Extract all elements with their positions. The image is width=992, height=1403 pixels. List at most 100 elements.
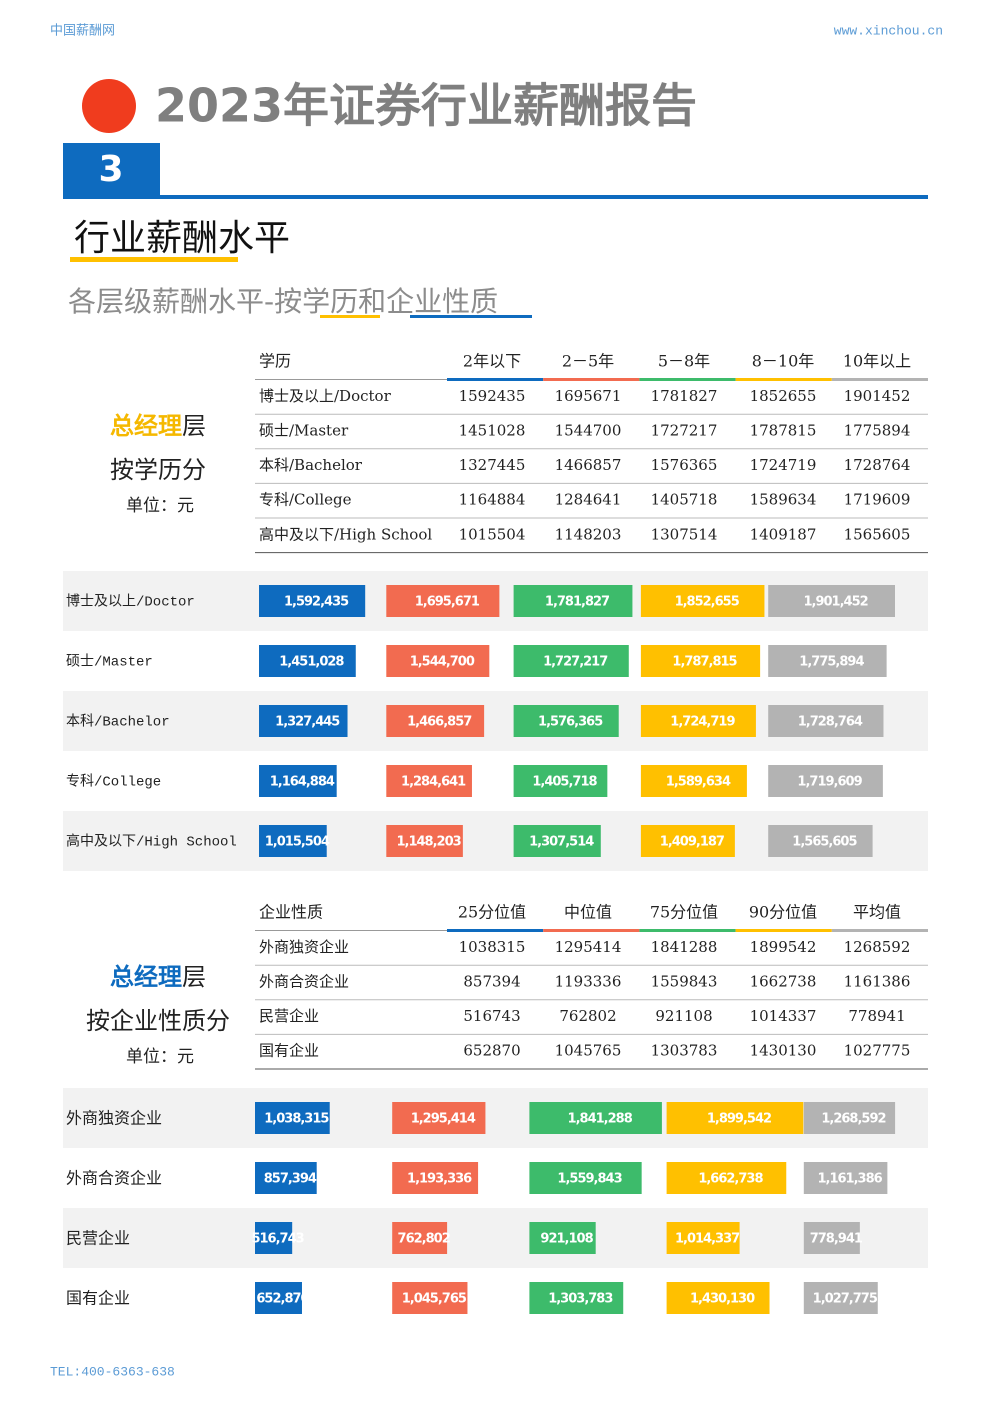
chart-category: 高中及以下/High School: [66, 833, 237, 851]
chart-category: 本科/Bachelor: [66, 714, 170, 731]
cell: 1295414: [555, 938, 622, 956]
block-label: 总经理层: [110, 963, 206, 991]
bar-label: 1,307,514: [529, 835, 594, 850]
bar-label: 1,576,365: [538, 715, 603, 730]
bar: [529, 1102, 662, 1134]
cell: 1466857: [555, 456, 622, 474]
bar: [640, 705, 756, 737]
cell: 1015504: [459, 525, 526, 543]
bar-label: 1,409,187: [660, 835, 725, 850]
bar: [513, 645, 629, 677]
bar: [640, 765, 747, 797]
bar: [529, 1162, 642, 1194]
cell: 1852655: [750, 387, 817, 405]
section-number: 3: [98, 149, 123, 190]
bar: [768, 765, 883, 797]
cell: 1409187: [750, 525, 817, 543]
cell: 1164884: [459, 491, 526, 509]
bar-label: 1,727,217: [543, 655, 608, 670]
bar-label: 1,728,764: [798, 715, 863, 730]
bar-label: 1,164,884: [270, 775, 335, 790]
bar: [666, 1102, 804, 1134]
chart-category: 国有企业: [66, 1289, 130, 1308]
bar: [255, 1222, 293, 1254]
bar-label: 1,284,641: [401, 775, 466, 790]
bar: [259, 705, 348, 737]
bar-label: 1,719,609: [797, 775, 862, 790]
bar: [392, 1282, 468, 1314]
bar-label: 1,565,605: [792, 835, 857, 850]
cell: 1193336: [555, 973, 622, 991]
label-highlight: 总经理: [110, 963, 182, 991]
cell: 652870: [463, 1042, 520, 1060]
page-title: 2023年证券行业薪酬报告: [155, 79, 697, 133]
table-header: 平均值: [853, 903, 901, 922]
block-label: 按学历分: [110, 456, 206, 484]
bar: [255, 1102, 330, 1134]
bar: [640, 585, 765, 617]
chart-category: 外商合资企业: [66, 1169, 162, 1188]
bar-label: 1,045,765: [402, 1292, 467, 1307]
row-label: 专科/College: [259, 491, 352, 509]
row-band: [63, 1148, 928, 1208]
cell: 1576365: [651, 456, 718, 474]
header-underline: [447, 929, 544, 932]
bar: [768, 645, 887, 677]
header-underline: [735, 929, 832, 932]
bar-label: 1,161,386: [817, 1172, 882, 1187]
chart-category: 外商独资企业: [66, 1109, 162, 1128]
bar-label: 762,802: [398, 1232, 450, 1247]
footer: TEL:400-6363-638: [50, 1364, 175, 1379]
bar: [392, 1102, 486, 1134]
bar-label: 1,589,634: [666, 775, 731, 790]
cell: 1327445: [459, 456, 526, 474]
header-underline: [831, 378, 928, 381]
bar: [666, 1162, 787, 1194]
label-rest: 层: [182, 412, 206, 440]
bar-label: 1,148,203: [396, 835, 461, 850]
bar: [513, 705, 619, 737]
bar: [513, 765, 608, 797]
bar: [259, 825, 327, 857]
bar: [392, 1162, 479, 1194]
cell: 1781827: [651, 387, 718, 405]
row-label: 博士及以上/Doctor: [259, 387, 392, 405]
bar: [529, 1222, 596, 1254]
cell: 516743: [463, 1007, 520, 1025]
cell: 1405718: [651, 491, 718, 509]
bar-label: 1,405,718: [532, 775, 597, 790]
bar-label: 778,941: [810, 1232, 863, 1247]
underline: [70, 257, 238, 262]
bar: [259, 585, 366, 617]
cell: 762802: [559, 1007, 616, 1025]
header-underline: [639, 378, 736, 381]
cell: 1841288: [651, 938, 718, 956]
cell: 1303783: [651, 1042, 718, 1060]
bar: [666, 1282, 770, 1314]
cell: 1148203: [555, 525, 622, 543]
bar-label: 1,014,337: [675, 1232, 740, 1247]
cell: 1045765: [555, 1042, 622, 1060]
cell: 1161386: [844, 973, 911, 991]
cell: 1430130: [750, 1042, 817, 1060]
cell: 1727217: [651, 422, 718, 440]
bar: [640, 825, 735, 857]
bar-label: 921,108: [540, 1232, 593, 1247]
underline: [410, 315, 532, 318]
underline: [320, 315, 380, 318]
subtitle: 各层级薪酬水平-按学历和企业性质: [68, 285, 498, 318]
table-header: 2年以下: [463, 352, 521, 371]
cell: 1284641: [555, 491, 622, 509]
row-label: 本科/Bachelor: [259, 456, 363, 474]
cell: 778941: [848, 1007, 905, 1025]
cell: 1719609: [844, 491, 911, 509]
bar: [768, 825, 873, 857]
cell: 1901452: [844, 387, 911, 405]
row-label: 高中及以下/High School: [259, 525, 432, 543]
bar-label: 1,787,815: [672, 655, 737, 670]
bar-label: 1,662,738: [698, 1172, 763, 1187]
label-rest: 层: [182, 963, 206, 991]
cell: 1775894: [844, 422, 911, 440]
cell: 1268592: [844, 938, 911, 956]
